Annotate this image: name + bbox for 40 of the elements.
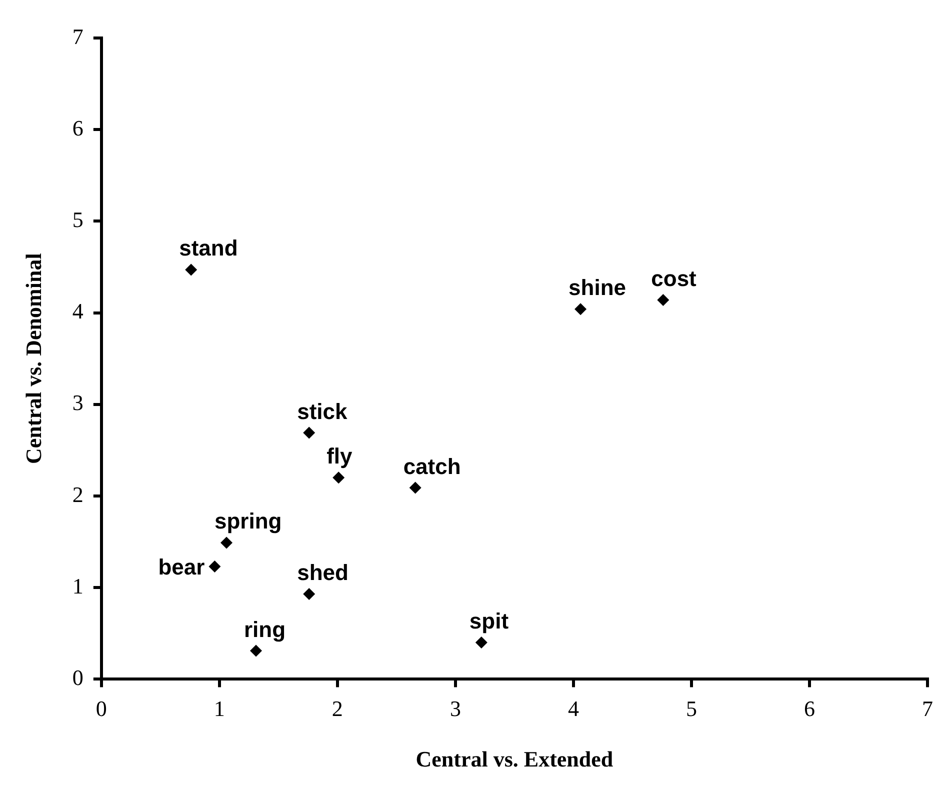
annotation: stand: [179, 236, 238, 261]
annotation: spit: [469, 608, 510, 634]
y-tick-label: 4: [72, 298, 84, 324]
annotation: spring: [214, 508, 282, 534]
annotation: stick: [297, 398, 348, 424]
annotation: cost: [651, 266, 698, 291]
point: [303, 588, 316, 600]
x-tick-label: 5: [686, 696, 697, 722]
x-tick-label: 0: [96, 696, 107, 722]
point: [332, 472, 345, 484]
y-tick-label: 2: [72, 482, 84, 507]
point: [208, 560, 221, 573]
annotation: shine: [568, 275, 626, 300]
x-tick-label: 7: [922, 696, 933, 722]
x-tick-label: 6: [804, 696, 815, 722]
x-tick-label: 1: [214, 696, 225, 722]
annotation: fly: [326, 444, 354, 469]
point: [303, 426, 316, 439]
y-tick-label: 7: [72, 24, 84, 49]
x-axis-title: Central vs. Extended: [416, 746, 614, 772]
y-tick-label: 6: [72, 115, 84, 140]
point: [250, 644, 262, 657]
x-tick-label: 3: [450, 696, 461, 722]
point: [220, 536, 232, 549]
point: [574, 303, 587, 316]
annotation: shed: [297, 560, 348, 586]
point: [409, 482, 422, 494]
y-tick-label: 0: [72, 664, 84, 690]
y-tick-label: 5: [72, 206, 84, 232]
annotation: ring: [244, 616, 286, 642]
point: [185, 264, 198, 276]
point: [475, 636, 488, 649]
point: [657, 294, 670, 306]
x-tick-label: 2: [332, 696, 343, 722]
annotation: bear: [158, 554, 206, 580]
annotation: catch: [403, 454, 461, 479]
y-axis-title: Central vs. Denominal: [20, 253, 46, 464]
x-tick-label: 4: [568, 696, 579, 722]
y-tick-label: 3: [72, 390, 84, 416]
y-tick-label: 1: [72, 573, 84, 598]
